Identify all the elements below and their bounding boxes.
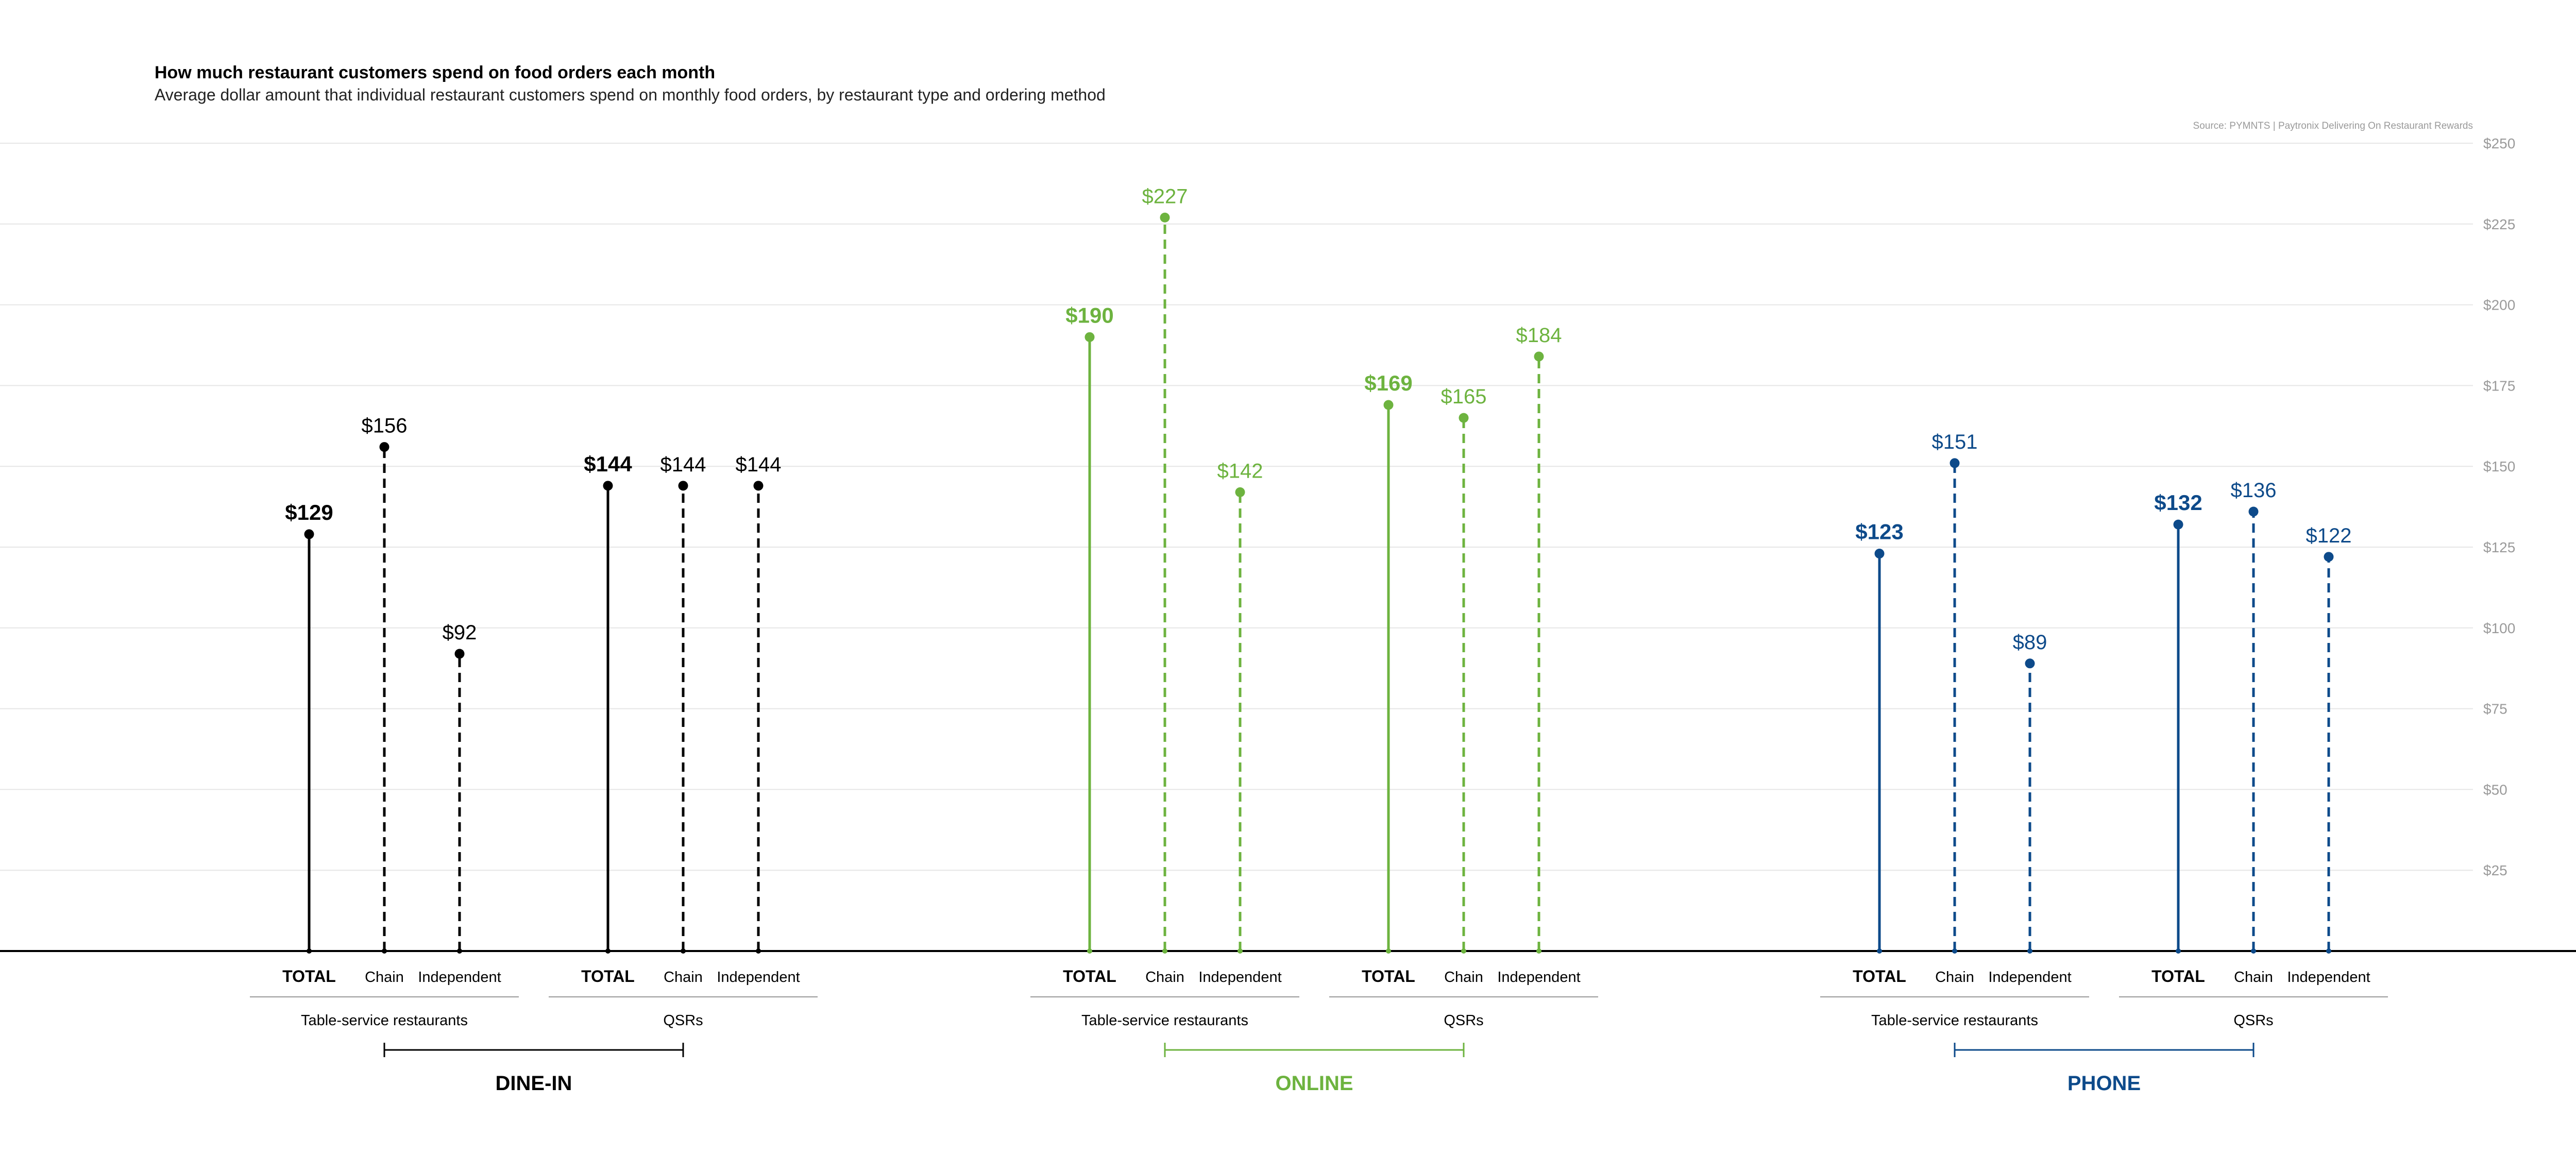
baseline-dot <box>1162 948 1167 954</box>
y-tick-label: $250 <box>2483 135 2515 151</box>
y-tick-label: $50 <box>2483 782 2507 797</box>
lollipop-dot <box>2173 519 2183 530</box>
data-label: $142 <box>1217 460 1263 482</box>
x-label-segment: Independent <box>717 969 800 986</box>
x-label-segment: Independent <box>2287 969 2370 986</box>
x-label-segment: Independent <box>418 969 501 986</box>
lollipop-dot <box>2324 552 2334 562</box>
data-label: $123 <box>1855 520 1903 544</box>
lollipop-dot <box>1383 400 1394 410</box>
lollipop-dot <box>603 481 613 491</box>
baseline-dot <box>2326 948 2331 954</box>
lollipop-dot <box>1534 351 1544 362</box>
data-label: $144 <box>660 453 706 476</box>
lollipop-dot <box>1160 212 1170 223</box>
x-label-segment: Independent <box>1497 969 1580 986</box>
lollipop-dot <box>379 442 389 452</box>
baseline-dot <box>681 948 686 954</box>
data-label: $184 <box>1516 324 1562 347</box>
x-label-segment: Chain <box>1145 969 1184 986</box>
baseline-dot <box>457 948 462 954</box>
group-label: ONLINE <box>1275 1072 1353 1095</box>
baseline-dot <box>1238 948 1243 954</box>
x-label-segment: Chain <box>664 969 703 986</box>
data-label: $165 <box>1441 385 1487 408</box>
data-label: $144 <box>736 453 782 476</box>
data-label: $89 <box>2013 631 2047 654</box>
chart-source: Source: PYMNTS | Paytronix Delivering On… <box>2193 121 2473 131</box>
baseline-dot <box>1536 948 1541 954</box>
group-label: PHONE <box>2067 1072 2141 1095</box>
baseline-dot <box>382 948 387 954</box>
y-tick-label: $225 <box>2483 216 2515 232</box>
x-label-segment: Independent <box>1198 969 1281 986</box>
x-label-total: TOTAL <box>581 967 635 986</box>
baseline-dot <box>2027 948 2032 954</box>
baseline-dot <box>2251 948 2256 954</box>
baseline-dot <box>1952 948 1957 954</box>
data-label: $144 <box>584 452 632 476</box>
subgroup-label: QSRs <box>2233 1012 2273 1029</box>
baseline-dot <box>605 948 611 954</box>
lollipop-dot <box>1235 487 1245 497</box>
subgroup-label: Table-service restaurants <box>1081 1012 1248 1029</box>
y-tick-label: $125 <box>2483 539 2515 555</box>
baseline-dot <box>1087 948 1092 954</box>
lollipop-dot <box>2248 506 2259 517</box>
data-label: $190 <box>1065 303 1113 327</box>
data-label: $92 <box>443 621 477 644</box>
data-label: $122 <box>2306 524 2352 547</box>
y-tick-label: $75 <box>2483 701 2507 717</box>
lollipop-dot <box>454 649 465 659</box>
baseline-dot <box>1386 948 1391 954</box>
lollipop-dot <box>304 529 314 539</box>
data-label: $227 <box>1142 185 1188 208</box>
lollipop-dot <box>1874 549 1885 559</box>
lollipop-dot <box>678 481 688 491</box>
data-label: $169 <box>1364 371 1412 395</box>
lollipop-dot <box>1459 413 1469 423</box>
baseline-dot <box>1461 948 1466 954</box>
subgroup-label: QSRs <box>663 1012 703 1029</box>
lollipop-dot <box>753 481 764 491</box>
subgroup-label: Table-service restaurants <box>1871 1012 2038 1029</box>
y-tick-label: $150 <box>2483 459 2515 474</box>
baseline-dot <box>756 948 761 954</box>
lollipop-dot <box>1950 458 1960 468</box>
x-label-segment: Chain <box>1935 969 1974 986</box>
subgroup-label: Table-service restaurants <box>301 1012 468 1029</box>
x-label-total: TOTAL <box>2151 967 2205 986</box>
chart-title: How much restaurant customers spend on f… <box>155 63 716 82</box>
x-label-segment: Chain <box>1444 969 1483 986</box>
chart-subtitle: Average dollar amount that individual re… <box>155 86 1106 104</box>
group-label: DINE-IN <box>496 1072 572 1095</box>
x-label-total: TOTAL <box>1063 967 1116 986</box>
x-label-total: TOTAL <box>1362 967 1415 986</box>
lollipop-dot <box>2025 658 2035 669</box>
data-label: $151 <box>1932 431 1978 453</box>
baseline-dot <box>307 948 312 954</box>
y-tick-label: $200 <box>2483 297 2515 313</box>
baseline-dot <box>2176 948 2181 954</box>
y-tick-label: $25 <box>2483 862 2507 878</box>
data-label: $129 <box>285 500 333 524</box>
x-label-total: TOTAL <box>282 967 336 986</box>
subgroup-label: QSRs <box>1444 1012 1483 1029</box>
x-label-segment: Chain <box>2234 969 2273 986</box>
lollipop-dot <box>1084 332 1095 342</box>
y-tick-label: $100 <box>2483 620 2515 636</box>
data-label: $136 <box>2231 479 2277 502</box>
data-label: $132 <box>2154 490 2202 515</box>
baseline-dot <box>1877 948 1882 954</box>
x-label-segment: Independent <box>1988 969 2071 986</box>
y-tick-label: $175 <box>2483 378 2515 394</box>
x-label-segment: Chain <box>365 969 404 986</box>
data-label: $156 <box>362 415 408 437</box>
x-label-total: TOTAL <box>1853 967 1906 986</box>
